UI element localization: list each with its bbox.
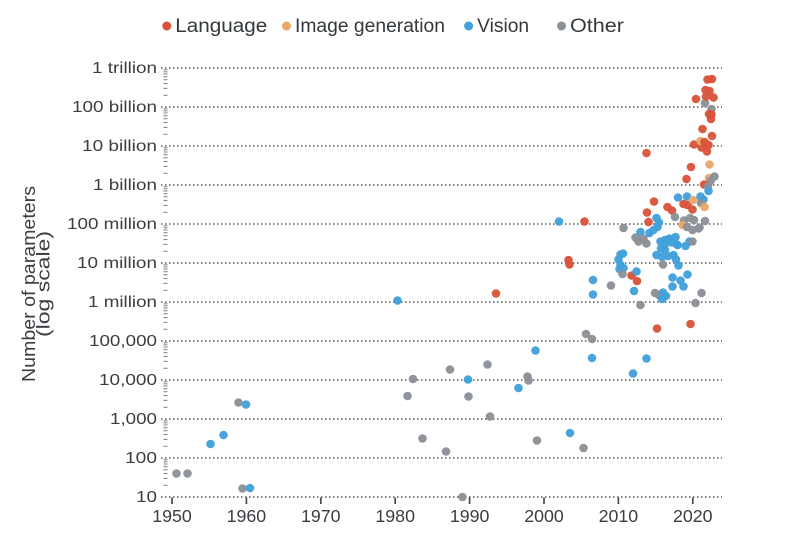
- svg-text:10 billion: 10 billion: [82, 138, 157, 155]
- svg-text:10 million: 10 million: [77, 255, 157, 272]
- svg-text:10,000: 10,000: [99, 372, 157, 389]
- svg-text:(log scale): (log scale): [34, 231, 54, 337]
- svg-text:1 trillion: 1 trillion: [92, 60, 157, 77]
- svg-text:Other: Other: [570, 16, 625, 37]
- svg-text:1960: 1960: [227, 506, 267, 526]
- svg-text:2010: 2010: [599, 506, 639, 526]
- svg-text:10: 10: [136, 489, 157, 506]
- svg-text:2020: 2020: [673, 506, 713, 526]
- svg-text:100,000: 100,000: [89, 333, 157, 350]
- svg-text:100 million: 100 million: [67, 216, 157, 233]
- svg-text:1990: 1990: [450, 506, 490, 526]
- svg-text:Vision: Vision: [477, 16, 529, 37]
- svg-text:1 billion: 1 billion: [93, 177, 157, 194]
- svg-text:1980: 1980: [375, 506, 415, 526]
- svg-text:Language: Language: [175, 16, 267, 37]
- svg-text:1950: 1950: [152, 506, 192, 526]
- svg-text:Number of parameters: Number of parameters: [19, 186, 39, 382]
- svg-text:1 million: 1 million: [88, 294, 157, 311]
- svg-text:100: 100: [125, 450, 157, 467]
- svg-text:1970: 1970: [301, 506, 341, 526]
- svg-text:100 billion: 100 billion: [72, 99, 157, 116]
- svg-text:Image generation: Image generation: [295, 16, 445, 37]
- svg-text:1,000: 1,000: [110, 411, 157, 428]
- svg-text:2000: 2000: [524, 506, 564, 526]
